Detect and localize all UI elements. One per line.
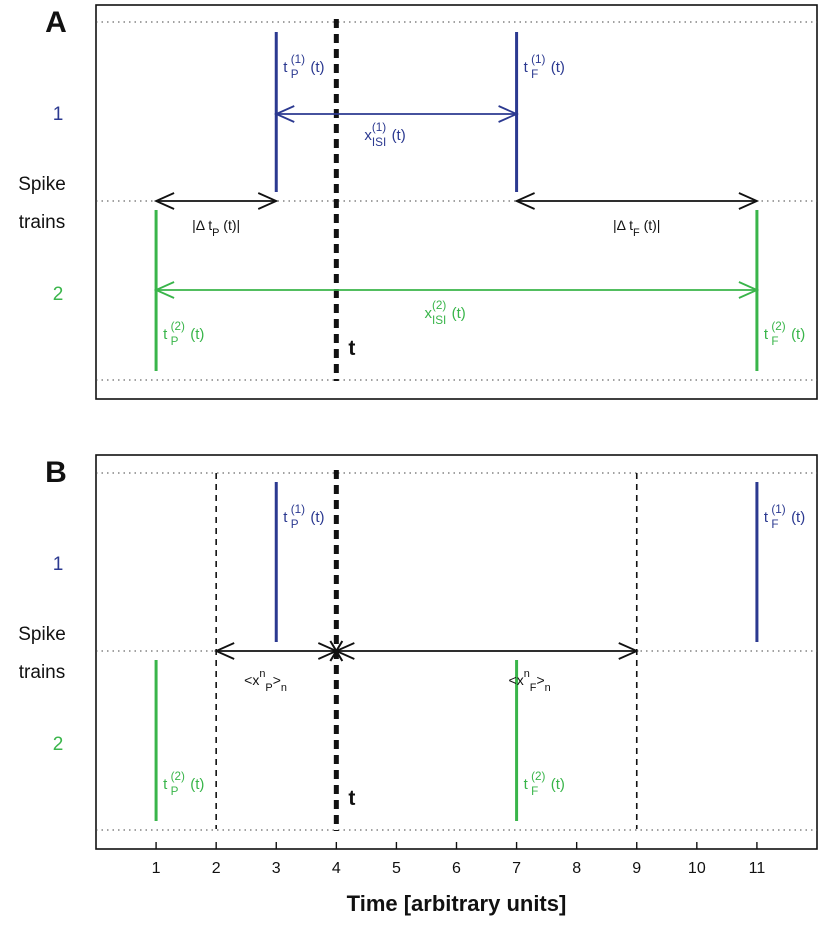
panel-b-interval-mean-xf-head-right — [618, 642, 639, 660]
panel-a-spike-label-3-base: t — [163, 326, 168, 343]
panel-a-label-trains: trains — [19, 212, 65, 233]
panel-a-spike-label-3-sup: (2) — [171, 320, 185, 333]
panel-b-spike-label-4-sub: F — [531, 785, 538, 798]
panel-a-row-label-1: 1 — [53, 104, 64, 125]
panel-a-interval-isi-1-head-left — [274, 105, 295, 123]
panel-a-spike-label-2-sup: (1) — [531, 53, 545, 66]
panel-b-spike-label-2-sub: F — [771, 518, 778, 531]
panel-b-interval-mean-xp-head-left — [213, 642, 235, 660]
panel-b-spike-label-1-tail: (t) — [310, 509, 324, 526]
panel-b-label-spike: Spike — [18, 624, 66, 645]
panel-b-spike-label-4-base: t — [524, 776, 529, 793]
panel-b-spike-label-3-sup: (2) — [171, 770, 185, 783]
axis-tick-label-9: 9 — [632, 860, 641, 877]
panel-b-spike-label-3-tail: (t) — [190, 776, 204, 793]
panel-a-interval-label-isi-2: x (2) ISI (t) — [425, 299, 466, 327]
panel-a-interval-delta-f-head-right — [738, 192, 760, 210]
panel-b-letter: B — [45, 456, 67, 489]
panel-b-row-label-1: 1 — [53, 554, 64, 575]
panel-b-spike-label-4-sup: (2) — [531, 770, 545, 783]
panel-a-spike-label-1-sub: P — [291, 68, 299, 81]
panel-b-row-label-2: 2 — [53, 734, 64, 755]
panel-a-spike-label-4-base: t — [764, 326, 769, 343]
panel-b-spike-label-2: t (1) F (t) — [764, 503, 805, 531]
panel-a-interval-label-isi-1: x (1) ISI (t) — [364, 121, 405, 149]
axis-tick-label-2: 2 — [212, 860, 221, 877]
panel-b-label-trains: trains — [19, 662, 65, 683]
panel-b-spike-label-2-tail: (t) — [791, 509, 805, 526]
panel-a-spike-label-1-tail: (t) — [310, 59, 324, 76]
panel-b-spike-label-3-base: t — [163, 776, 168, 793]
panel-a-spike-label-3: t (2) P (t) — [163, 320, 204, 348]
panel-a-interval-delta-p-head-right — [257, 192, 279, 210]
panel-b-spike-label-1-sub: P — [291, 518, 299, 531]
panel-a-label-spike: Spike — [18, 174, 66, 195]
panel-a-spike-label-3-sub: P — [171, 335, 179, 348]
panel-a-spike-label-4-tail: (t) — [791, 326, 805, 343]
panel-a-interval-delta-f-head-left — [514, 192, 535, 210]
panel-a-interval-label-isi-1-tail: (t) — [392, 127, 406, 144]
panel-b-spike-label-4-tail: (t) — [551, 776, 565, 793]
panel-b-spike-label-4: t (2) F (t) — [524, 770, 565, 798]
panel-b-current-time-cross — [329, 640, 344, 662]
panel-a-interval-isi-2-head-right — [738, 281, 760, 299]
panel-a-spike-label-4-sub: F — [771, 335, 778, 348]
panel-a-spike-label-1-base: t — [283, 59, 288, 76]
axis-tick-label-11: 11 — [749, 860, 766, 877]
panel-b-spike-label-2-base: t — [764, 509, 769, 526]
panel-a-interval-label-isi-2-base: x — [425, 305, 433, 322]
panel-a-interval-label-isi-2-tail: (t) — [452, 305, 466, 322]
panel-a-current-time-label: t — [348, 337, 355, 360]
panel-a-spike-label-3-tail: (t) — [190, 326, 204, 343]
panel-b-spike-label-1: t (1) P (t) — [283, 503, 324, 531]
panel-a-interval-label-isi-2-sup: (2) — [432, 299, 446, 312]
x-axis-label: Time [arbitrary units] — [347, 891, 567, 916]
panel-b-current-time-label: t — [348, 787, 355, 810]
panel-b-spike-label-1-base: t — [283, 509, 288, 526]
panel-a-row-label-2: 2 — [53, 284, 64, 305]
panel-a-spike-label-2: t (1) F (t) — [524, 53, 565, 81]
panel-b-spike-label-2-sup: (1) — [771, 503, 785, 516]
panel-a-frame — [95, 4, 818, 400]
axis-tick-label-6: 6 — [452, 860, 461, 877]
panel-a-spike-label-1-sup: (1) — [291, 53, 305, 66]
panel-b-spike-label-1-sup: (1) — [291, 503, 305, 516]
panel-a-interval-label-isi-1-sub: ISI — [372, 136, 386, 149]
axis-tick-label-8: 8 — [572, 860, 581, 877]
panel-a-spike-label-2-sub: F — [531, 68, 538, 81]
panel-a-interval-label-isi-1-base: x — [364, 127, 372, 144]
panel-a-spike-label-1: t (1) P (t) — [283, 53, 324, 81]
panel-a-interval-delta-p-head-left — [153, 192, 175, 210]
panel-a-interval-isi-1-head-right — [498, 105, 519, 123]
panel-b-spike-label-3: t (2) P (t) — [163, 770, 204, 798]
panel-a-interval-label-isi-1-sup: (1) — [372, 121, 386, 134]
axis-tick-label-4: 4 — [332, 860, 341, 877]
panel-a-letter: A — [45, 6, 67, 39]
panel-a-interval-label-delta-p: |Δ tP (t)| — [192, 217, 240, 239]
panel-a-spike-label-4: t (2) F (t) — [764, 320, 805, 348]
axis-tick-label-5: 5 — [392, 860, 401, 877]
panel-a-interval-isi-2-head-left — [153, 281, 175, 299]
panel-b-interval-label-mean-xf: <xnF>n — [509, 668, 551, 694]
panel-b-interval-label-mean-xp: <xnP>n — [244, 668, 287, 694]
axis-tick-label-10: 10 — [688, 860, 706, 877]
axis-tick-label-3: 3 — [272, 860, 281, 877]
axis-tick-label-1: 1 — [152, 860, 161, 877]
panel-a-spike-label-2-tail: (t) — [551, 59, 565, 76]
panel-a-interval-label-delta-f: |Δ tF (t)| — [613, 217, 660, 239]
panel-b-spike-label-3-sub: P — [171, 785, 179, 798]
panel-a-interval-label-isi-2-sub: ISI — [432, 314, 446, 327]
panel-a-spike-label-4-sup: (2) — [771, 320, 785, 333]
axis-tick-label-7: 7 — [512, 860, 521, 877]
panel-a-spike-label-2-base: t — [524, 59, 529, 76]
